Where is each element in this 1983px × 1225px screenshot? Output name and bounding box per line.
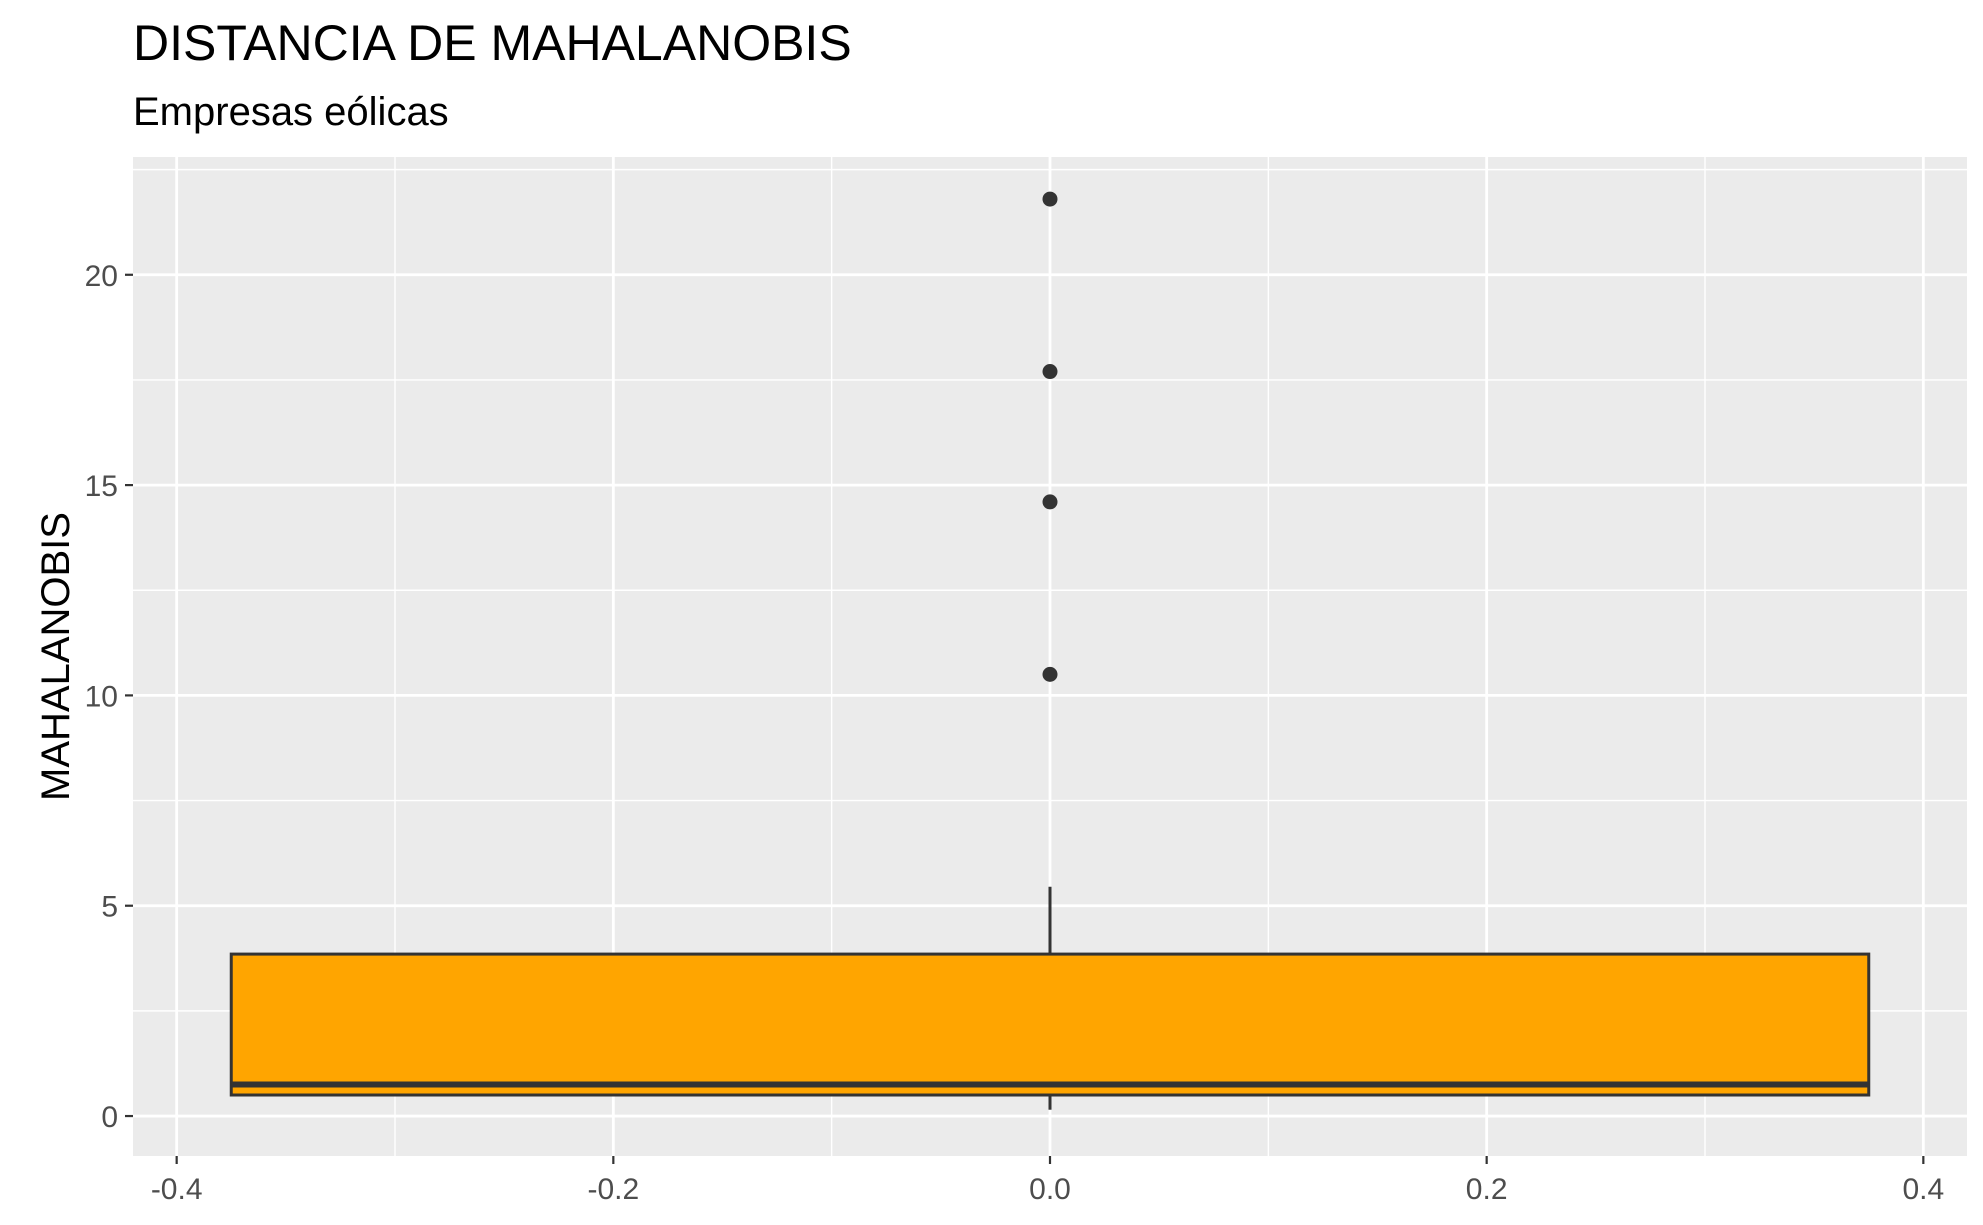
boxplot bbox=[229, 191, 1871, 1110]
y-tick-label: 5 bbox=[101, 891, 118, 924]
box-iqr bbox=[229, 952, 1871, 1097]
outlier-point bbox=[1042, 191, 1058, 207]
x-tick-label: 0.0 bbox=[1029, 1173, 1071, 1206]
y-tick-label: 0 bbox=[101, 1101, 118, 1134]
x-tick-label: 0.4 bbox=[1902, 1173, 1944, 1206]
y-tick-label: 15 bbox=[85, 470, 118, 503]
x-tick-label: 0.2 bbox=[1466, 1173, 1508, 1206]
y-tick-label: 10 bbox=[85, 680, 118, 713]
y-axis-title: MAHALANOBIS bbox=[34, 512, 78, 801]
chart-subtitle: Empresas eólicas bbox=[133, 90, 449, 134]
x-tick-label: -0.4 bbox=[151, 1173, 203, 1206]
outlier-point bbox=[1042, 364, 1058, 380]
chart-title: DISTANCIA DE MAHALANOBIS bbox=[133, 15, 852, 71]
y-tick-label: 20 bbox=[85, 260, 118, 293]
x-tick-label: -0.2 bbox=[587, 1173, 639, 1206]
outlier-point bbox=[1042, 666, 1058, 682]
outlier-point bbox=[1042, 494, 1058, 510]
axes: -0.4 -0.2 0.0 0.2 0.4 0 5 10 15 20 bbox=[85, 260, 1945, 1206]
